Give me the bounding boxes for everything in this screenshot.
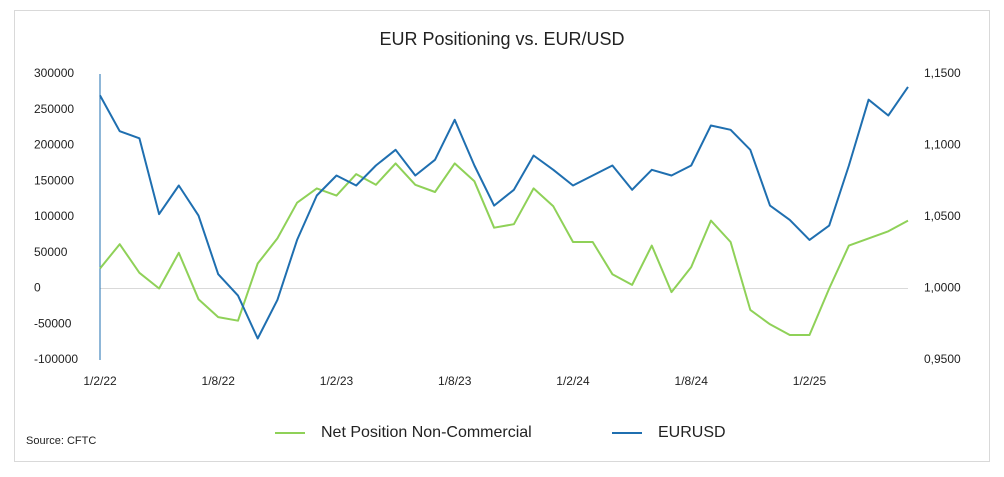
y-tick-label: -100000 xyxy=(34,352,78,366)
y-tick-label: 300000 xyxy=(34,66,74,80)
y-tick-label: 100000 xyxy=(34,209,74,223)
y2-tick-label: 1,1500 xyxy=(924,66,961,80)
y2-tick-label: 1,1000 xyxy=(924,138,961,152)
x-tick-label: 1/8/24 xyxy=(675,374,709,388)
legend-label: EURUSD xyxy=(658,424,726,441)
y-tick-label: 50000 xyxy=(34,245,68,259)
x-tick-label: 1/8/22 xyxy=(202,374,236,388)
y-tick-label: 0 xyxy=(34,281,41,295)
y2-tick-label: 0,9500 xyxy=(924,352,961,366)
chart-title: EUR Positioning vs. EUR/USD xyxy=(379,29,624,49)
y-tick-label: 200000 xyxy=(34,138,74,152)
y-tick-label: 250000 xyxy=(34,102,74,116)
x-tick-label: 1/2/24 xyxy=(556,374,590,388)
y-tick-label: -50000 xyxy=(34,316,72,330)
y-tick-label: 150000 xyxy=(34,173,74,187)
series-line xyxy=(99,162,909,336)
x-tick-label: 1/2/25 xyxy=(793,374,827,388)
x-tick-label: 1/8/23 xyxy=(438,374,472,388)
y2-tick-label: 1,0000 xyxy=(924,281,961,295)
chart-frame xyxy=(14,10,990,462)
series-line xyxy=(99,86,909,340)
x-tick-label: 1/2/22 xyxy=(83,374,117,388)
y2-tick-label: 1,0500 xyxy=(924,209,961,223)
source-note: Source: CFTC xyxy=(26,435,96,447)
legend-label: Net Position Non-Commercial xyxy=(321,424,532,441)
x-tick-label: 1/2/23 xyxy=(320,374,354,388)
